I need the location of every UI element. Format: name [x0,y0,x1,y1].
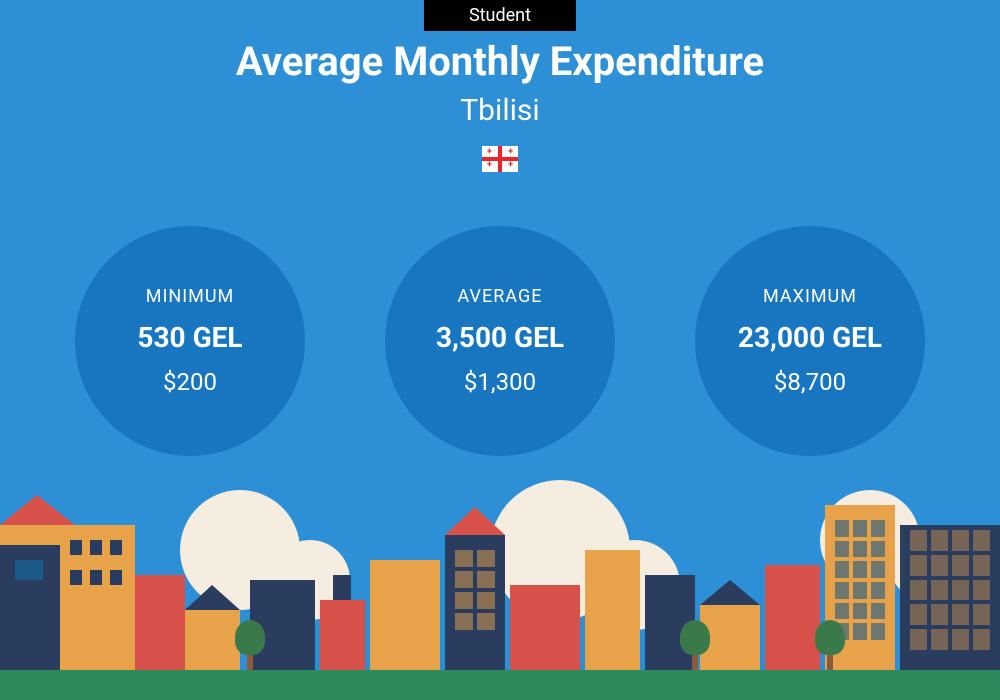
stat-value-local: 23,000 GEL [738,321,882,354]
stat-value-local: 3,500 GEL [436,321,564,354]
category-badge: Student [424,0,576,31]
stat-average: AVERAGE 3,500 GEL $1,300 [385,226,615,456]
stat-minimum: MINIMUM 530 GEL $200 [75,226,305,456]
stat-value-usd: $1,300 [464,368,536,396]
stat-label: AVERAGE [458,286,543,307]
stat-value-usd: $8,700 [774,368,846,396]
stat-label: MAXIMUM [763,286,857,307]
page-title: Average Monthly Expenditure [0,38,1000,85]
stat-value-local: 530 GEL [137,321,242,354]
stats-row: MINIMUM 530 GEL $200 AVERAGE 3,500 GEL $… [0,226,1000,456]
stat-maximum: MAXIMUM 23,000 GEL $8,700 [695,226,925,456]
stat-label: MINIMUM [146,286,234,307]
cityscape-illustration [0,480,1000,700]
stat-value-usd: $200 [163,368,217,396]
city-subtitle: Tbilisi [0,93,1000,128]
georgia-flag-icon: + + + + [482,146,518,172]
